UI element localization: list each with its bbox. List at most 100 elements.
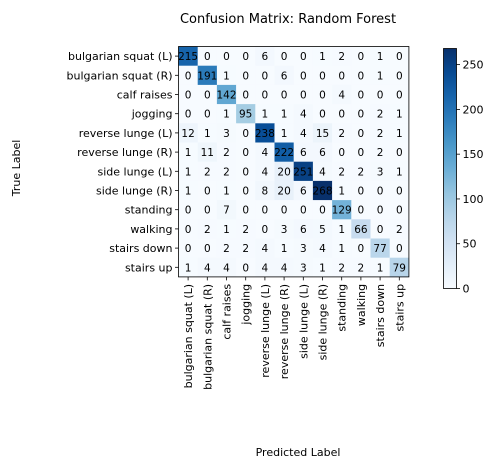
matrix-cell bbox=[274, 65, 294, 86]
cell-value-label: 0 bbox=[223, 51, 230, 63]
matrix-cell bbox=[332, 161, 352, 182]
cell-value-label: 3 bbox=[300, 243, 307, 255]
matrix-cell bbox=[351, 238, 371, 258]
matrix-cell bbox=[197, 104, 218, 124]
matrix-cell bbox=[236, 161, 256, 182]
matrix-cell bbox=[178, 180, 198, 201]
cell-value-label: 3 bbox=[281, 224, 288, 236]
matrix-cell bbox=[370, 65, 390, 86]
cell-value-label: 6 bbox=[262, 51, 269, 63]
matrix-cell bbox=[332, 65, 352, 86]
cell-value-label: 2 bbox=[338, 262, 345, 274]
cell-value-label: 0 bbox=[358, 147, 365, 159]
cell-value-label: 4 bbox=[319, 243, 326, 255]
cell-value-label: 0 bbox=[185, 224, 192, 236]
cell-value-label: 0 bbox=[358, 186, 365, 198]
cell-value-label: 12 bbox=[181, 128, 194, 140]
cell-value-label: 1 bbox=[262, 109, 269, 121]
cell-value-label: 79 bbox=[393, 262, 406, 274]
matrix-cell bbox=[389, 161, 410, 182]
matrix-cell bbox=[332, 180, 352, 201]
cell-value-label: 2 bbox=[204, 224, 211, 236]
cell-value-label: 0 bbox=[242, 166, 249, 178]
cell-value-label: 1 bbox=[396, 109, 403, 121]
matrix-cell bbox=[293, 161, 314, 182]
x-tick-label: jogging bbox=[240, 284, 253, 326]
cell-value-label: 2 bbox=[338, 128, 345, 140]
matrix-cell bbox=[197, 180, 218, 201]
matrix-cell bbox=[312, 46, 333, 66]
x-tick-label: walking bbox=[355, 284, 368, 326]
colorbar-tick-label: 150 bbox=[463, 148, 484, 161]
cell-value-label: 4 bbox=[223, 262, 230, 274]
matrix-cell bbox=[351, 142, 371, 162]
matrix-cell bbox=[178, 46, 198, 66]
matrix-cell bbox=[389, 46, 410, 66]
cell-value-label: 1 bbox=[377, 70, 384, 82]
cell-value-label: 20 bbox=[277, 186, 290, 198]
colorbar-tick-label: 0 bbox=[463, 283, 470, 296]
cell-value-label: 0 bbox=[262, 90, 269, 102]
matrix-cell bbox=[274, 200, 294, 220]
cell-value-label: 0 bbox=[358, 70, 365, 82]
matrix-cell bbox=[255, 142, 275, 162]
matrix-cell bbox=[351, 123, 371, 143]
matrix-cell bbox=[389, 257, 410, 278]
cell-value-label: 1 bbox=[377, 51, 384, 63]
cell-value-label: 2 bbox=[242, 243, 249, 255]
matrix-cell bbox=[274, 219, 294, 239]
matrix-cell bbox=[293, 180, 314, 201]
cell-value-label: 0 bbox=[358, 205, 365, 217]
cell-value-label: 0 bbox=[300, 70, 307, 82]
matrix-cell bbox=[351, 46, 371, 66]
matrix-cell bbox=[332, 104, 352, 124]
cell-value-label: 1 bbox=[338, 243, 345, 255]
matrix-cell bbox=[255, 180, 275, 201]
cell-value-label: 0 bbox=[262, 205, 269, 217]
matrix-cell bbox=[274, 180, 294, 201]
cell-value-label: 0 bbox=[185, 243, 192, 255]
cell-value-label: 1 bbox=[185, 262, 192, 274]
matrix-cell bbox=[274, 161, 294, 182]
cell-value-label: 0 bbox=[396, 205, 403, 217]
x-tick-label: reverse lunge (L) bbox=[259, 284, 272, 378]
cell-value-label: 2 bbox=[338, 166, 345, 178]
matrix-cell bbox=[332, 238, 352, 258]
matrix-cell bbox=[332, 123, 352, 143]
matrix-cell bbox=[216, 142, 237, 162]
y-tick-label: bulgarian squat (L) bbox=[68, 50, 172, 63]
cell-value-label: 1 bbox=[281, 128, 288, 140]
matrix-cell bbox=[370, 180, 390, 201]
matrix-cell bbox=[236, 180, 256, 201]
y-tick-label: side lunge (L) bbox=[98, 165, 173, 178]
matrix-cell bbox=[236, 219, 256, 239]
matrix-cell bbox=[255, 46, 275, 66]
cell-value-label: 0 bbox=[204, 205, 211, 217]
cell-value-label: 1 bbox=[204, 128, 211, 140]
cell-value-label: 0 bbox=[281, 205, 288, 217]
cell-value-label: 0 bbox=[242, 70, 249, 82]
matrix-cell bbox=[293, 219, 314, 239]
cell-value-label: 0 bbox=[300, 51, 307, 63]
cell-value-label: 142 bbox=[216, 90, 236, 102]
matrix-cell bbox=[216, 200, 237, 220]
cell-value-label: 222 bbox=[274, 147, 294, 159]
matrix-cell bbox=[178, 104, 198, 124]
cell-value-label: 215 bbox=[178, 51, 198, 63]
cell-value-label: 0 bbox=[377, 205, 384, 217]
cell-value-label: 251 bbox=[293, 166, 313, 178]
cell-value-label: 0 bbox=[242, 147, 249, 159]
matrix-cell bbox=[312, 123, 333, 143]
matrix-cell bbox=[370, 257, 390, 278]
cell-value-label: 15 bbox=[316, 128, 329, 140]
cell-value-label: 6 bbox=[281, 70, 288, 82]
cell-value-label: 191 bbox=[197, 70, 217, 82]
matrix-cell bbox=[236, 200, 256, 220]
matrix-cell bbox=[178, 257, 198, 278]
cell-value-label: 0 bbox=[242, 205, 249, 217]
matrix-cell bbox=[389, 65, 410, 86]
matrix-cell bbox=[216, 123, 237, 143]
matrix-cell bbox=[274, 46, 294, 66]
matrix-cell bbox=[178, 142, 198, 162]
cell-value-label: 1 bbox=[185, 166, 192, 178]
